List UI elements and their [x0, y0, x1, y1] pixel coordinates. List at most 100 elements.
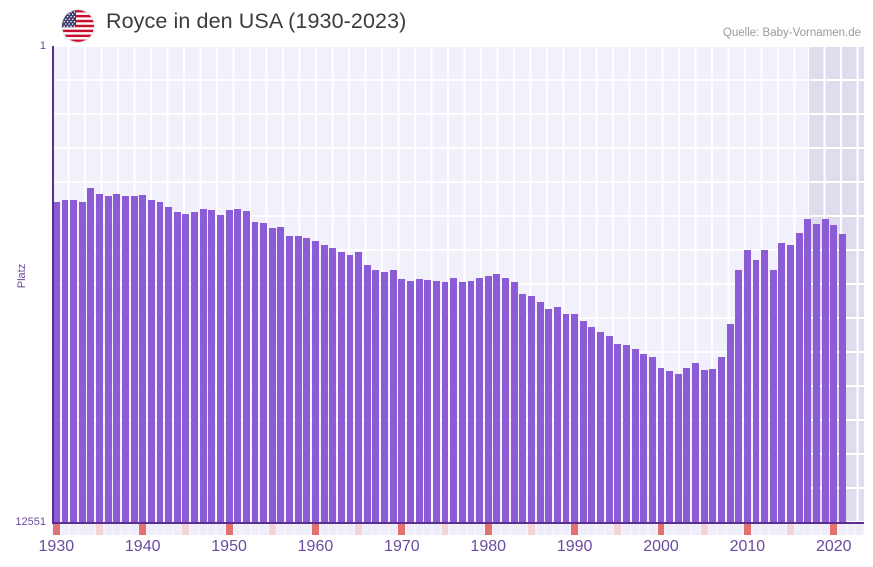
bar-1996[interactable]	[622, 345, 630, 522]
bar-1971[interactable]	[407, 281, 414, 522]
bar-2006[interactable]	[709, 369, 717, 522]
bar-1998[interactable]	[640, 354, 648, 522]
bar-1959[interactable]	[303, 237, 311, 522]
bar-1934[interactable]	[87, 188, 95, 522]
bar-1935[interactable]	[96, 193, 103, 522]
bar-1952[interactable]	[242, 210, 250, 522]
bar-1994[interactable]	[605, 336, 613, 522]
tick-block-1941	[147, 524, 155, 535]
bar-1941[interactable]	[147, 199, 155, 522]
bar-1979[interactable]	[476, 277, 484, 522]
bar-1983[interactable]	[510, 282, 518, 522]
bar-1937[interactable]	[113, 193, 121, 522]
bar-1985[interactable]	[527, 296, 535, 522]
bar-1943[interactable]	[165, 206, 173, 522]
bar-2021[interactable]	[838, 233, 846, 522]
bar-2018[interactable]	[813, 224, 820, 522]
bar-2011[interactable]	[752, 259, 760, 522]
bar-1967[interactable]	[372, 269, 380, 522]
bar-2017[interactable]	[804, 219, 812, 522]
bar-1960[interactable]	[312, 240, 319, 522]
bar-2009[interactable]	[735, 269, 743, 522]
bar-1936[interactable]	[104, 195, 112, 522]
bar-2008[interactable]	[726, 324, 734, 522]
bar-1955[interactable]	[268, 227, 276, 522]
bar-1940[interactable]	[139, 195, 147, 522]
bar-1986[interactable]	[536, 302, 544, 522]
bar-1961[interactable]	[320, 244, 328, 522]
bar-2004[interactable]	[692, 363, 699, 522]
bar-1990[interactable]	[571, 314, 579, 522]
bar-1962[interactable]	[329, 248, 337, 522]
bar-1991[interactable]	[579, 321, 587, 522]
bar-2001[interactable]	[666, 370, 674, 522]
bar-1976[interactable]	[450, 278, 458, 522]
tick-block-1948	[208, 524, 216, 535]
bar-1948[interactable]	[208, 209, 216, 522]
bar-1977[interactable]	[458, 281, 466, 522]
bar-1947[interactable]	[199, 208, 207, 522]
bar-2003[interactable]	[683, 367, 691, 522]
bar-1958[interactable]	[294, 235, 302, 522]
bar-2005[interactable]	[700, 370, 708, 522]
bar-1956[interactable]	[277, 227, 285, 522]
bar-2013[interactable]	[769, 270, 777, 522]
bar-1953[interactable]	[251, 221, 259, 522]
bar-2012[interactable]	[761, 250, 769, 522]
bar-1945[interactable]	[182, 213, 190, 522]
bar-1933[interactable]	[78, 201, 86, 522]
bar-1966[interactable]	[363, 265, 371, 522]
bar-1999[interactable]	[648, 356, 656, 522]
bar-1973[interactable]	[424, 280, 432, 522]
bar-1988[interactable]	[553, 306, 561, 522]
tick-block-1959	[303, 524, 311, 535]
bar-1968[interactable]	[381, 272, 389, 522]
bar-2002[interactable]	[674, 374, 682, 522]
bar-1992[interactable]	[588, 326, 596, 522]
bar-1950[interactable]	[225, 209, 233, 522]
bar-2000[interactable]	[657, 368, 665, 522]
bar-1942[interactable]	[156, 201, 164, 522]
bar-2014[interactable]	[778, 243, 786, 522]
bar-1970[interactable]	[398, 278, 406, 522]
bar-2019[interactable]	[821, 219, 829, 522]
bar-1997[interactable]	[631, 349, 639, 522]
bar-1965[interactable]	[355, 251, 363, 522]
bar-1995[interactable]	[614, 343, 622, 522]
bar-1978[interactable]	[467, 281, 475, 522]
bar-1944[interactable]	[173, 212, 181, 522]
tick-block-1984	[519, 524, 527, 535]
bar-2010[interactable]	[743, 249, 751, 522]
bar-1969[interactable]	[389, 269, 397, 522]
bar-1949[interactable]	[216, 215, 224, 522]
bar-1932[interactable]	[70, 199, 78, 522]
bar-2015[interactable]	[787, 245, 795, 522]
bar-1982[interactable]	[502, 277, 509, 522]
bar-1975[interactable]	[441, 281, 449, 522]
bar-1938[interactable]	[121, 195, 129, 522]
bar-1931[interactable]	[61, 199, 69, 522]
bar-1993[interactable]	[597, 331, 604, 522]
bar-2016[interactable]	[795, 233, 803, 522]
bar-1980[interactable]	[484, 275, 492, 522]
bar-1974[interactable]	[432, 280, 440, 522]
bar-1989[interactable]	[562, 313, 570, 522]
bar-1981[interactable]	[493, 274, 501, 522]
bar-1930[interactable]	[52, 201, 60, 522]
tick-block-1950	[225, 524, 233, 535]
tick-block-2009	[735, 524, 743, 535]
tick-block-1994	[605, 524, 613, 535]
bar-1964[interactable]	[346, 254, 354, 522]
bar-1972[interactable]	[415, 279, 423, 522]
bar-1957[interactable]	[286, 235, 293, 522]
bar-1984[interactable]	[519, 294, 527, 522]
bar-1987[interactable]	[545, 308, 553, 522]
bar-2020[interactable]	[830, 224, 838, 522]
bar-1946[interactable]	[191, 212, 198, 522]
bar-1963[interactable]	[337, 251, 345, 522]
tick-block-1985	[527, 524, 535, 535]
bar-1954[interactable]	[260, 223, 268, 522]
bar-2007[interactable]	[718, 356, 725, 522]
bar-1951[interactable]	[234, 208, 242, 522]
bar-1939[interactable]	[130, 196, 138, 522]
